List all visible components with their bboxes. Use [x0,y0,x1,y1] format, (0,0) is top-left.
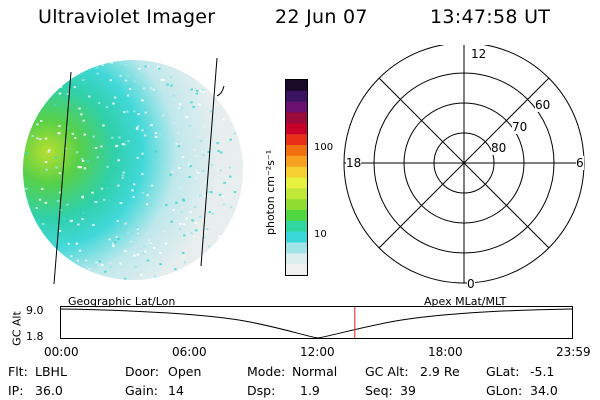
colorbar-segment [286,123,307,135]
alt-tick-min: 1.8 [26,330,44,343]
image-time: 13:47:58 UT [430,6,551,28]
lat-label-80: 80 [491,141,507,155]
lon-line-hook [216,85,225,97]
altitude-plot [60,306,573,339]
gcalt-value: 2.9 Re [420,364,460,379]
colorbar-segment [286,145,307,157]
colorbar-segment [286,112,307,124]
colorbar-segment [286,90,307,103]
image-date: 22 Jun 07 [275,6,368,28]
mode-label: Mode: [247,364,286,379]
dsp-label: Dsp: [247,383,276,398]
mode-value: Normal [292,364,338,379]
colorbar-segment [286,177,307,189]
seq-value: 39 [400,383,416,398]
instrument-title: Ultraviolet Imager [38,6,216,28]
colorbar-segment [286,166,307,178]
alt-axis-label: GC Alt [10,311,24,346]
alt-tick-max: 9.0 [26,304,44,317]
colorbar-segment [286,242,307,254]
mlt-label-18: 18 [346,156,362,170]
xtick-1200: 12:00 [300,345,335,359]
colorbar-segment [286,253,307,265]
lon-line-west [53,71,72,285]
lon-line-east [200,57,218,267]
colorbar-segment [286,199,307,211]
xtick-0600: 06:00 [172,345,207,359]
mlt-label-0: 0 [467,277,475,291]
seq-label: Seq: [365,383,393,398]
ip-value: 36.0 [35,383,63,398]
earth-disk [23,60,243,280]
xtick-0000: 00:00 [44,345,79,359]
lat-label-60: 60 [535,98,551,112]
glat-label: GLat: [486,364,520,379]
mlt-label-6: 6 [576,156,584,170]
dsp-value: 1.9 [300,383,320,398]
colorbar-segment [286,101,307,113]
colorbar-segment [286,188,307,200]
colorbar-segment [286,134,307,146]
gcalt-label: GC Alt: [365,364,409,379]
colorbar-segment [286,80,307,92]
glon-value: 34.0 [530,383,558,398]
gain-label: Gain: [125,383,158,398]
colorbar-segment [286,220,307,233]
lat-label-70: 70 [512,120,528,134]
flt-label: Flt: [8,364,28,379]
colorbar-segment [286,155,307,168]
colorbar-segment [286,264,307,276]
colorbar-segment [286,231,307,243]
apex-title: Apex MLat/MLT [424,295,507,308]
glat-value: -5.1 [530,364,555,379]
door-label: Door: [125,364,160,379]
xtick-2359: 23:59 [556,345,591,359]
geographic-title: Geographic Lat/Lon [68,295,176,308]
colorbar-segment [286,210,307,222]
gain-value: 14 [168,383,184,398]
colorbar-tick-100: 100 [314,142,334,153]
ip-label: IP: [8,383,24,398]
glon-label: GLon: [486,383,523,398]
polar-grid [343,45,585,284]
colorbar-tick-10: 10 [314,229,327,240]
flt-value: LBHL [35,364,67,379]
colorbar-label: photon cm⁻²s⁻¹ [264,150,277,235]
door-value: Open [168,364,202,379]
mlt-label-12: 12 [471,47,487,61]
colorbar: photon cm⁻²s⁻¹ [264,79,308,276]
xtick-1800: 18:00 [428,345,463,359]
